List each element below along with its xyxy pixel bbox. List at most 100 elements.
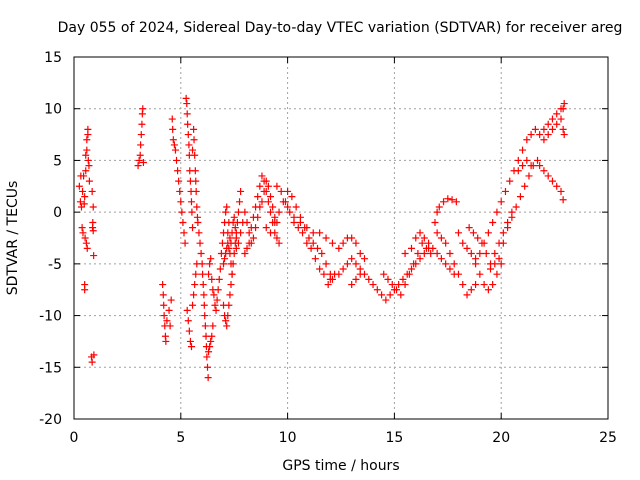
data-point xyxy=(401,250,409,258)
data-point xyxy=(275,208,283,216)
data-point xyxy=(352,260,360,268)
data-point xyxy=(506,177,514,185)
data-point xyxy=(339,265,347,273)
data-point xyxy=(491,260,499,268)
data-point xyxy=(245,229,253,237)
data-point xyxy=(241,208,249,216)
data-point xyxy=(435,203,443,211)
data-point xyxy=(348,281,356,289)
data-point xyxy=(540,125,548,133)
data-point xyxy=(185,141,193,149)
data-point xyxy=(245,239,253,247)
data-point xyxy=(222,208,230,216)
data-point xyxy=(167,296,175,304)
data-point xyxy=(200,301,208,309)
data-point xyxy=(343,260,351,268)
data-point xyxy=(267,193,275,201)
data-point xyxy=(79,187,87,195)
data-point xyxy=(221,255,229,263)
data-point xyxy=(303,239,311,247)
data-point xyxy=(284,187,292,195)
data-point xyxy=(305,234,313,242)
data-point xyxy=(437,255,445,263)
data-point xyxy=(85,177,93,185)
data-point xyxy=(442,239,450,247)
data-point xyxy=(348,255,356,263)
data-point xyxy=(191,167,199,175)
data-point xyxy=(504,224,512,232)
data-point xyxy=(136,151,144,159)
data-point xyxy=(369,281,377,289)
data-point xyxy=(264,182,272,190)
data-point xyxy=(459,239,467,247)
data-point xyxy=(296,218,304,226)
data-point xyxy=(168,115,176,123)
data-point xyxy=(267,208,275,216)
chart-title: Day 055 of 2024, Sidereal Day-to-day VTE… xyxy=(58,20,623,36)
data-point xyxy=(162,337,170,345)
data-point xyxy=(553,182,561,190)
data-point xyxy=(189,301,197,309)
data-point xyxy=(493,270,501,278)
data-point xyxy=(433,229,441,237)
data-point xyxy=(536,131,544,139)
data-point xyxy=(169,136,177,144)
data-point xyxy=(431,218,439,226)
data-point xyxy=(204,363,211,371)
data-point xyxy=(442,260,450,268)
data-point xyxy=(322,234,330,242)
y-tick-label: -5 xyxy=(48,257,62,273)
data-point xyxy=(195,229,203,237)
data-point xyxy=(225,244,233,252)
data-point xyxy=(514,156,522,164)
data-point xyxy=(85,162,93,170)
data-point xyxy=(309,229,317,237)
data-point xyxy=(548,115,556,123)
data-point xyxy=(249,213,257,221)
data-point xyxy=(230,213,238,221)
data-point xyxy=(414,250,422,258)
data-point xyxy=(193,203,201,211)
x-tick-label: 15 xyxy=(385,430,403,446)
data-point xyxy=(182,94,190,102)
data-point xyxy=(191,281,199,289)
data-point xyxy=(83,244,91,252)
data-point xyxy=(264,198,272,206)
data-point xyxy=(299,229,307,237)
data-point xyxy=(194,218,202,226)
data-point xyxy=(360,255,368,263)
data-point xyxy=(83,136,91,144)
data-point xyxy=(211,301,219,309)
data-point xyxy=(208,332,216,340)
data-point xyxy=(557,105,565,113)
data-point xyxy=(88,358,96,366)
data-point xyxy=(489,218,497,226)
data-point xyxy=(290,213,298,221)
data-point xyxy=(139,158,147,166)
data-point xyxy=(482,250,490,258)
data-point xyxy=(84,156,92,164)
data-point xyxy=(425,239,433,247)
data-point xyxy=(314,244,322,252)
data-point xyxy=(184,120,192,128)
data-point xyxy=(210,291,218,299)
data-point xyxy=(388,281,396,289)
data-point xyxy=(416,255,424,263)
x-tick-label: 10 xyxy=(279,430,297,446)
data-point xyxy=(83,146,91,154)
data-point xyxy=(214,286,222,294)
data-point xyxy=(352,275,360,283)
data-point xyxy=(544,120,552,128)
data-point xyxy=(480,281,488,289)
data-point xyxy=(525,172,533,180)
data-point xyxy=(79,229,87,237)
data-point xyxy=(548,177,556,185)
data-point xyxy=(399,275,407,283)
data-point xyxy=(373,286,381,294)
data-point xyxy=(226,291,234,299)
data-point xyxy=(307,244,315,252)
data-point xyxy=(521,182,529,190)
data-point xyxy=(206,343,214,351)
data-point xyxy=(433,208,441,216)
data-point xyxy=(328,239,336,247)
